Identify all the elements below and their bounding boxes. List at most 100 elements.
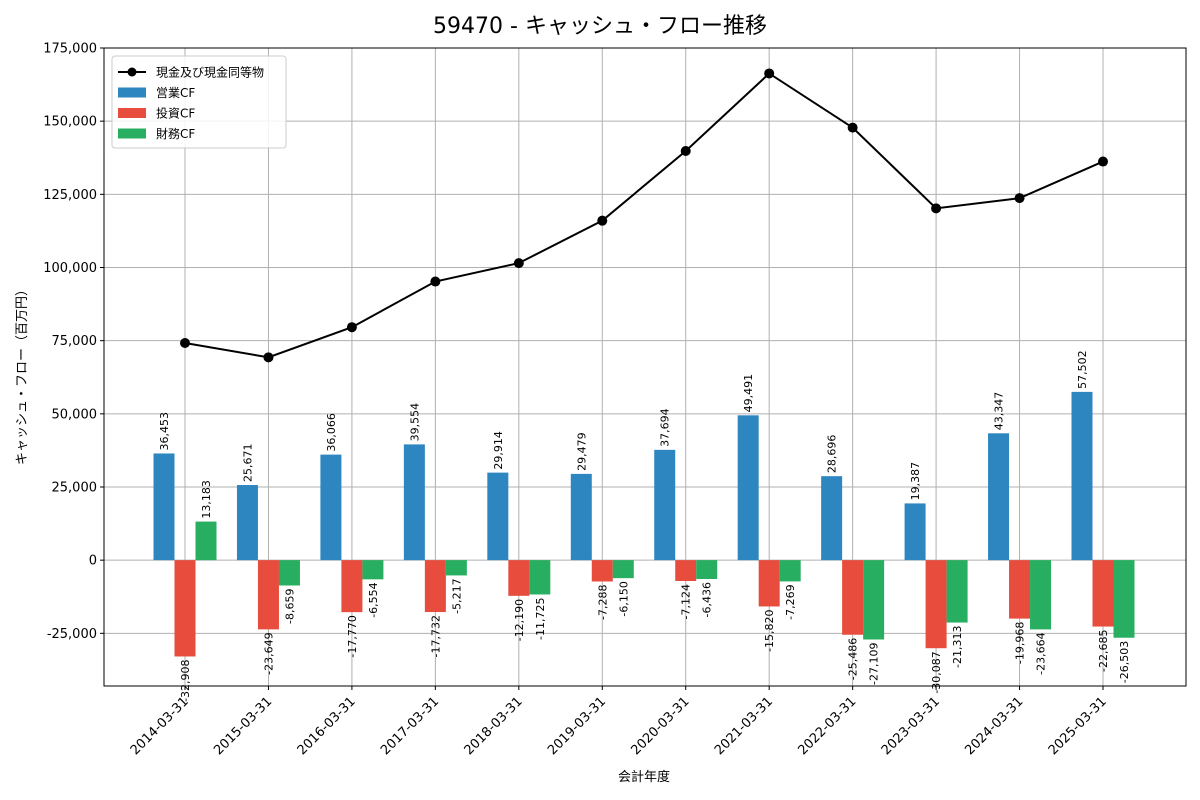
bar-value-label: -6,150 [617, 581, 630, 616]
legend-label: 営業CF [156, 86, 195, 100]
legend-bar-swatch [118, 108, 146, 118]
bar-3 [696, 560, 718, 579]
bar-value-label: -32,908 [179, 659, 192, 701]
bar-value-label: -22,685 [1097, 630, 1110, 672]
bar-value-label: 19,387 [909, 462, 922, 501]
bar-value-label: -27,109 [868, 642, 881, 684]
bar-value-label: 25,671 [241, 444, 254, 483]
bar-value-label: 37,694 [659, 408, 672, 447]
y-tick-label: 0 [89, 554, 97, 569]
bar-value-label: 39,554 [408, 403, 421, 442]
bar-value-label: -30,087 [930, 651, 943, 693]
bar-value-label: -23,649 [262, 632, 275, 674]
bar-1 [904, 503, 926, 561]
x-tick-label: 2025-03-31 [1046, 694, 1110, 758]
bar-value-label: -12,190 [513, 599, 526, 641]
bar-2 [675, 560, 697, 582]
x-tick-label: 2015-03-31 [211, 694, 275, 758]
bar-value-label: 13,183 [200, 480, 213, 519]
bar-2 [1092, 560, 1114, 627]
bar-value-label: 36,453 [158, 412, 171, 451]
x-tick-label: 2023-03-31 [879, 694, 943, 758]
cash-line-point [764, 68, 775, 79]
bar-3 [1030, 560, 1052, 630]
bar-3 [946, 560, 968, 623]
y-tick-label: 175,000 [43, 42, 97, 57]
cash-line-point [180, 338, 190, 349]
y-tick-label: 75,000 [52, 334, 98, 349]
bar-value-label: -15,820 [763, 609, 776, 651]
legend-box [111, 55, 287, 149]
bar-2 [508, 560, 530, 596]
bar-2 [174, 560, 196, 657]
bar-value-label: -5,217 [450, 578, 463, 613]
cash-line-point [1014, 193, 1025, 204]
bar-1 [737, 415, 759, 561]
plot-frame [103, 47, 1187, 687]
bar-2 [758, 560, 780, 607]
bar-1 [487, 472, 509, 561]
bar-3 [1113, 560, 1135, 638]
legend-label: 現金及び現金同等物 [156, 65, 264, 80]
cash-line-point [597, 215, 608, 226]
bar-2 [1009, 560, 1031, 619]
legend-line-marker [127, 67, 137, 77]
x-tick-label: 2017-03-31 [378, 694, 442, 758]
bar-value-label: -25,486 [847, 638, 860, 680]
x-tick-label: 2024-03-31 [962, 694, 1026, 758]
bar-3 [863, 560, 885, 640]
y-axis-label: キャッシュ・フロー（百万円） [15, 283, 30, 465]
bar-value-label: -7,288 [596, 584, 609, 619]
x-tick-label: 2016-03-31 [295, 694, 359, 758]
bar-2 [842, 560, 864, 635]
y-tick-label: 125,000 [43, 188, 97, 203]
y-tick-label: 100,000 [43, 261, 97, 276]
legend-bar-swatch [118, 128, 146, 139]
x-tick-label: 2014-03-31 [128, 694, 192, 758]
x-tick-label: 2019-03-31 [545, 694, 609, 758]
bar-2 [424, 560, 446, 613]
chart-title: 59470 - キャッシュ・フロー推移 [433, 14, 767, 39]
bar-1 [236, 485, 258, 561]
bar-value-label: -17,732 [429, 615, 442, 657]
axes: -25,000 0 25,000 50,000 75,000 100,000 125,000… [43, 42, 1110, 759]
bar-3 [529, 560, 551, 595]
bar-2 [257, 560, 279, 630]
bar-value-label: 29,914 [492, 431, 505, 470]
cash-line-point [680, 146, 691, 157]
bar-value-label: 49,491 [742, 374, 755, 413]
cash-line-point [513, 258, 524, 269]
bar-3 [612, 560, 634, 579]
bar-1 [570, 473, 592, 561]
y-tick-label: 50,000 [52, 407, 98, 422]
bar-value-label: -21,313 [951, 626, 964, 668]
bar-value-label: -6,436 [701, 582, 714, 617]
bar-1 [988, 433, 1010, 561]
bar-value-label: 29,479 [575, 432, 588, 471]
bar-value-label: -8,659 [283, 588, 296, 623]
bar-2 [591, 560, 613, 582]
bar-value-label: 57,502 [1076, 350, 1089, 389]
bar-value-label: -23,664 [1035, 632, 1048, 674]
legend-label: 投資CF [156, 106, 195, 121]
bar-1 [403, 444, 425, 561]
cash-line [180, 68, 1108, 363]
legend-bar-swatch [118, 87, 146, 98]
bar-3 [278, 560, 300, 586]
bar-value-label: -11,725 [534, 597, 547, 639]
cash-line-point [931, 203, 942, 214]
bar-2 [341, 560, 363, 613]
bar-value-label: 28,696 [826, 435, 839, 474]
bar-1 [654, 449, 676, 561]
bars [153, 391, 1135, 657]
cash-line-point [346, 322, 357, 333]
bar-3 [362, 560, 384, 580]
bar-value-label: 36,066 [325, 413, 338, 452]
bar-value-label: -7,124 [680, 584, 693, 619]
bar-labels: 36,453 25,671 36,066 39,554 29,914 29,479 37,6… [158, 350, 1131, 702]
bar-value-label: 43,347 [993, 392, 1006, 431]
bar-3 [195, 521, 217, 561]
bar-value-label: -17,770 [346, 615, 359, 657]
